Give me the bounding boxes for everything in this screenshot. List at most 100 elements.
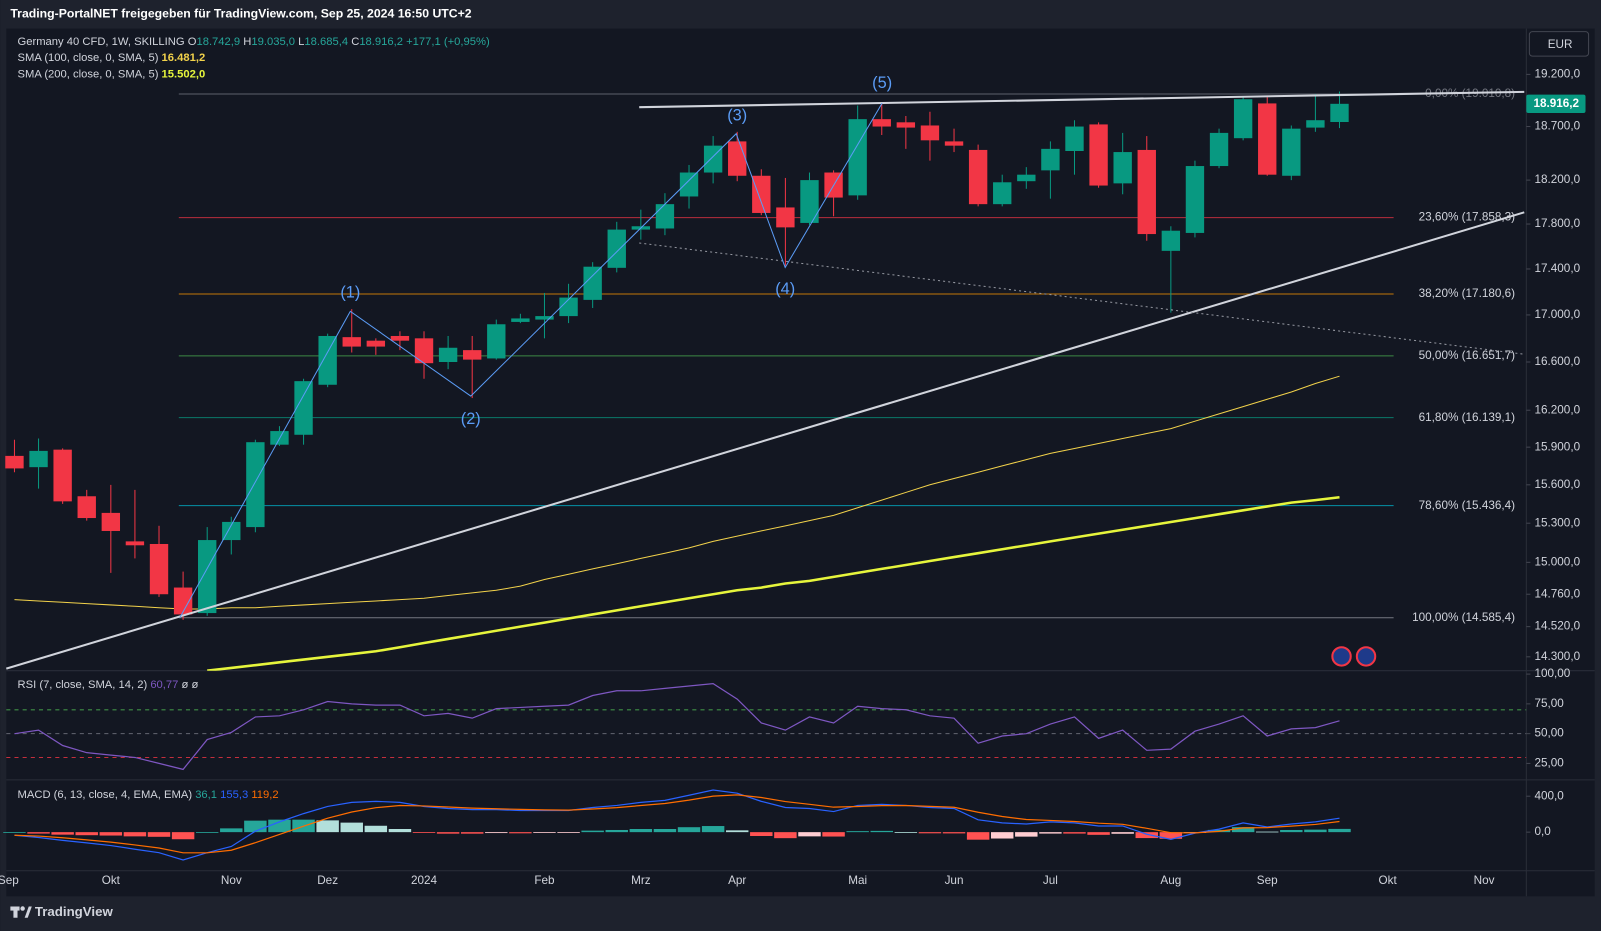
- y-tick-label: 25,00: [1534, 757, 1564, 770]
- macd-histogram: [51, 832, 74, 835]
- x-tick-label: Mrz: [631, 874, 651, 887]
- sma-value: 15.502,0: [162, 68, 206, 80]
- candle-body: [872, 119, 891, 127]
- macd-histogram: [1087, 832, 1110, 835]
- candle-body: [149, 543, 169, 595]
- candle-body: [487, 324, 506, 359]
- macd-histogram: [460, 832, 484, 834]
- candle-body: [1041, 148, 1060, 171]
- candle-body: [414, 338, 434, 364]
- candle-body: [1233, 99, 1253, 139]
- symbol: Germany 40 CFD, 1W, SKILLING: [18, 36, 185, 48]
- macd-histogram: [725, 830, 749, 833]
- macd-histogram: [123, 832, 147, 837]
- currency-box[interactable]: [1528, 31, 1590, 57]
- y-tick-label: 16.600,0: [1534, 355, 1580, 368]
- candle-body: [246, 442, 265, 528]
- x-tick-label: Jun: [945, 874, 964, 887]
- macd-pane: [3, 789, 1351, 861]
- sma-value: 16.481,2: [162, 52, 206, 64]
- macd-histogram: [99, 832, 123, 836]
- fib-label: 78,60% (15.436,4): [1419, 499, 1516, 512]
- x-tick-label: Aug: [1160, 874, 1181, 887]
- event-icon[interactable]: [1331, 646, 1352, 667]
- x-tick-label: Okt: [102, 874, 121, 887]
- ohlc-key: C: [351, 36, 359, 48]
- x-tick-label: Okt: [1379, 874, 1398, 887]
- macd-histogram: [701, 826, 725, 833]
- candle-body: [559, 297, 578, 317]
- change: +177,1 (+0,95%): [406, 36, 490, 48]
- candle-body: [1065, 126, 1084, 151]
- macd-histogram: [774, 832, 797, 839]
- ohlc-value: 18.742,9: [196, 36, 240, 48]
- y-tick-label: 15.300,0: [1534, 516, 1580, 529]
- wave-label: (2): [461, 410, 481, 428]
- plot-bg: [6, 28, 1595, 897]
- wave-label: (5): [872, 74, 892, 92]
- drawings: (1) (2) (3) (4) (5): [5, 74, 1525, 670]
- macd-title: MACD (6, 13, close, 4, EMA, EMA): [18, 789, 193, 801]
- candle-body: [607, 229, 626, 268]
- y-tick-label: 100,00: [1534, 667, 1570, 680]
- y-tick-label: 14.300,0: [1534, 650, 1580, 663]
- x-tick-label: Apr: [728, 874, 746, 887]
- macd-histogram: [1015, 832, 1038, 837]
- legend-main: Germany 40 CFD, 1W, SKILLING O18.742,9 H…: [18, 36, 490, 48]
- macd-histogram: [27, 832, 50, 834]
- macd-histogram: [1063, 832, 1086, 834]
- rsi-line: [14, 683, 1340, 771]
- macd-histogram: [220, 828, 243, 833]
- sma-name: SMA (100, close, 0, SMA, 5): [18, 52, 159, 64]
- macd-histogram: [605, 829, 628, 833]
- candle-body: [5, 455, 24, 469]
- macd-histogram: [509, 832, 532, 834]
- candle-body: [1137, 149, 1156, 235]
- candle-body: [1161, 230, 1181, 251]
- candle-body: [752, 175, 771, 213]
- rsi-extra: ø ø: [182, 679, 199, 691]
- rsi-title: RSI (7, close, SMA, 14, 2): [18, 679, 148, 691]
- macd-histogram: [653, 828, 677, 833]
- x-tick-label: Jul: [1043, 874, 1058, 887]
- macd-histogram: [1304, 829, 1327, 833]
- candle-body: [776, 207, 795, 228]
- candle-body: [679, 172, 699, 197]
- macd-histogram: [990, 832, 1014, 839]
- trend-line: [5, 211, 1525, 670]
- x-tick-label: Dez: [317, 874, 338, 887]
- candle-body: [535, 316, 554, 320]
- macd-histogram: [485, 832, 508, 834]
- macd-histogram: [750, 832, 773, 837]
- event-icon[interactable]: [1355, 646, 1377, 667]
- macd-histogram: [244, 820, 267, 833]
- dotted-line: [639, 242, 1525, 355]
- macd-histogram: [316, 820, 339, 833]
- macd-histogram: [533, 832, 556, 833]
- candle-body: [968, 149, 988, 205]
- candle-body: [222, 521, 241, 541]
- macd-histogram: [364, 825, 388, 833]
- candle-body: [101, 512, 121, 531]
- price-tag-label: 18.916,2: [1533, 97, 1579, 110]
- resistance-line: [639, 90, 1525, 109]
- macd-value: 119,2: [251, 789, 278, 801]
- macd-histogram: [581, 830, 604, 833]
- candle-body: [1113, 152, 1132, 184]
- y-tick-label: 15.900,0: [1534, 440, 1580, 453]
- candle-body: [29, 450, 48, 468]
- ohlc-key: O: [188, 36, 197, 48]
- y-tick-label: 18.700,0: [1534, 120, 1580, 133]
- y-tick-label: 17.800,0: [1534, 217, 1580, 230]
- macd-histogram: [388, 828, 412, 833]
- macd-histogram: [412, 832, 436, 833]
- macd-line: [14, 789, 1340, 861]
- macd-line: [14, 794, 1340, 854]
- fib-label: 50,00% (16.651,7): [1419, 349, 1516, 362]
- candle-body: [920, 125, 940, 141]
- fib-label: 23,60% (17.858,3): [1419, 211, 1516, 224]
- macd-histogram: [894, 832, 918, 833]
- y-tick-label: 14.520,0: [1534, 620, 1580, 633]
